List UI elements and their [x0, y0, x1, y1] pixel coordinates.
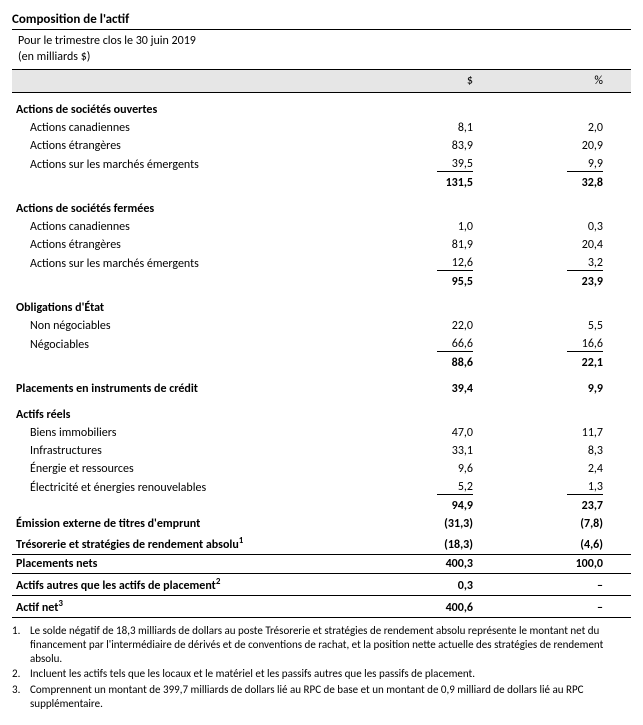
footnote: 2.Incluent les actifs tels que les locau…: [12, 667, 631, 681]
header-value: $: [371, 70, 501, 93]
section-header: Obligations d'État: [12, 291, 631, 317]
table-row: Actions canadiennes1,00,3: [12, 218, 631, 236]
summary-row: Trésorerie et stratégies de rendement ab…: [12, 533, 631, 555]
subtotal-row: 88,622,1: [12, 354, 631, 372]
table-row: Actions étrangères83,920,9: [12, 137, 631, 155]
table-row: Électricité et énergies renouvelables5,2…: [12, 478, 631, 497]
table-title: Composition de l'actif: [12, 12, 631, 30]
subtotal-row: 95,523,9: [12, 273, 631, 291]
section-header: Actifs réels: [12, 398, 631, 424]
subtitle-line1: Pour le trimestre clos le 30 juin 2019: [18, 34, 627, 50]
summary-row: Placements nets400,3100,0: [12, 555, 631, 574]
footnote: 1.Le solde négatif de 18,3 milliards de …: [12, 624, 631, 665]
table-row: Actions sur les marchés émergents39,59,9: [12, 155, 631, 174]
summary-row: Émission externe de titres d'emprunt(31,…: [12, 515, 631, 533]
column-header-row: $ %: [12, 70, 631, 93]
section-header: Actions de sociétés fermées: [12, 192, 631, 218]
summary-row: Actifs autres que les actifs de placemen…: [12, 574, 631, 596]
table-row: Énergie et ressources9,62,4: [12, 460, 631, 478]
table-row: Actions canadiennes8,12,0: [12, 119, 631, 137]
subtitle-box: Pour le trimestre clos le 30 juin 2019 (…: [12, 30, 631, 70]
table-row: Non négociables22,05,5: [12, 317, 631, 335]
subtotal-row: 131,532,8: [12, 174, 631, 192]
footnote: 3.Comprennent un montant de 399,7 millia…: [12, 683, 631, 711]
subtitle-line2: (en milliards $): [18, 50, 627, 66]
table-row: Infrastructures33,18,3: [12, 442, 631, 460]
table-row: Biens immobiliers47,011,7: [12, 424, 631, 442]
summary-row: Actif net3400,6–: [12, 596, 631, 618]
table-row: Négociables66,616,6: [12, 335, 631, 354]
section-header: Actions de sociétés ouvertes: [12, 93, 631, 120]
subtotal-row: 94,923,7: [12, 497, 631, 515]
asset-composition-table: $ % Actions de sociétés ouvertesActions …: [12, 70, 631, 618]
header-percent: %: [501, 70, 631, 93]
table-row: Actions sur les marchés émergents12,63,2: [12, 254, 631, 273]
table-row: Actions étrangères81,920,4: [12, 236, 631, 254]
section-header: Placements en instruments de crédit39,49…: [12, 372, 631, 398]
footnotes: 1.Le solde négatif de 18,3 milliards de …: [12, 624, 631, 711]
